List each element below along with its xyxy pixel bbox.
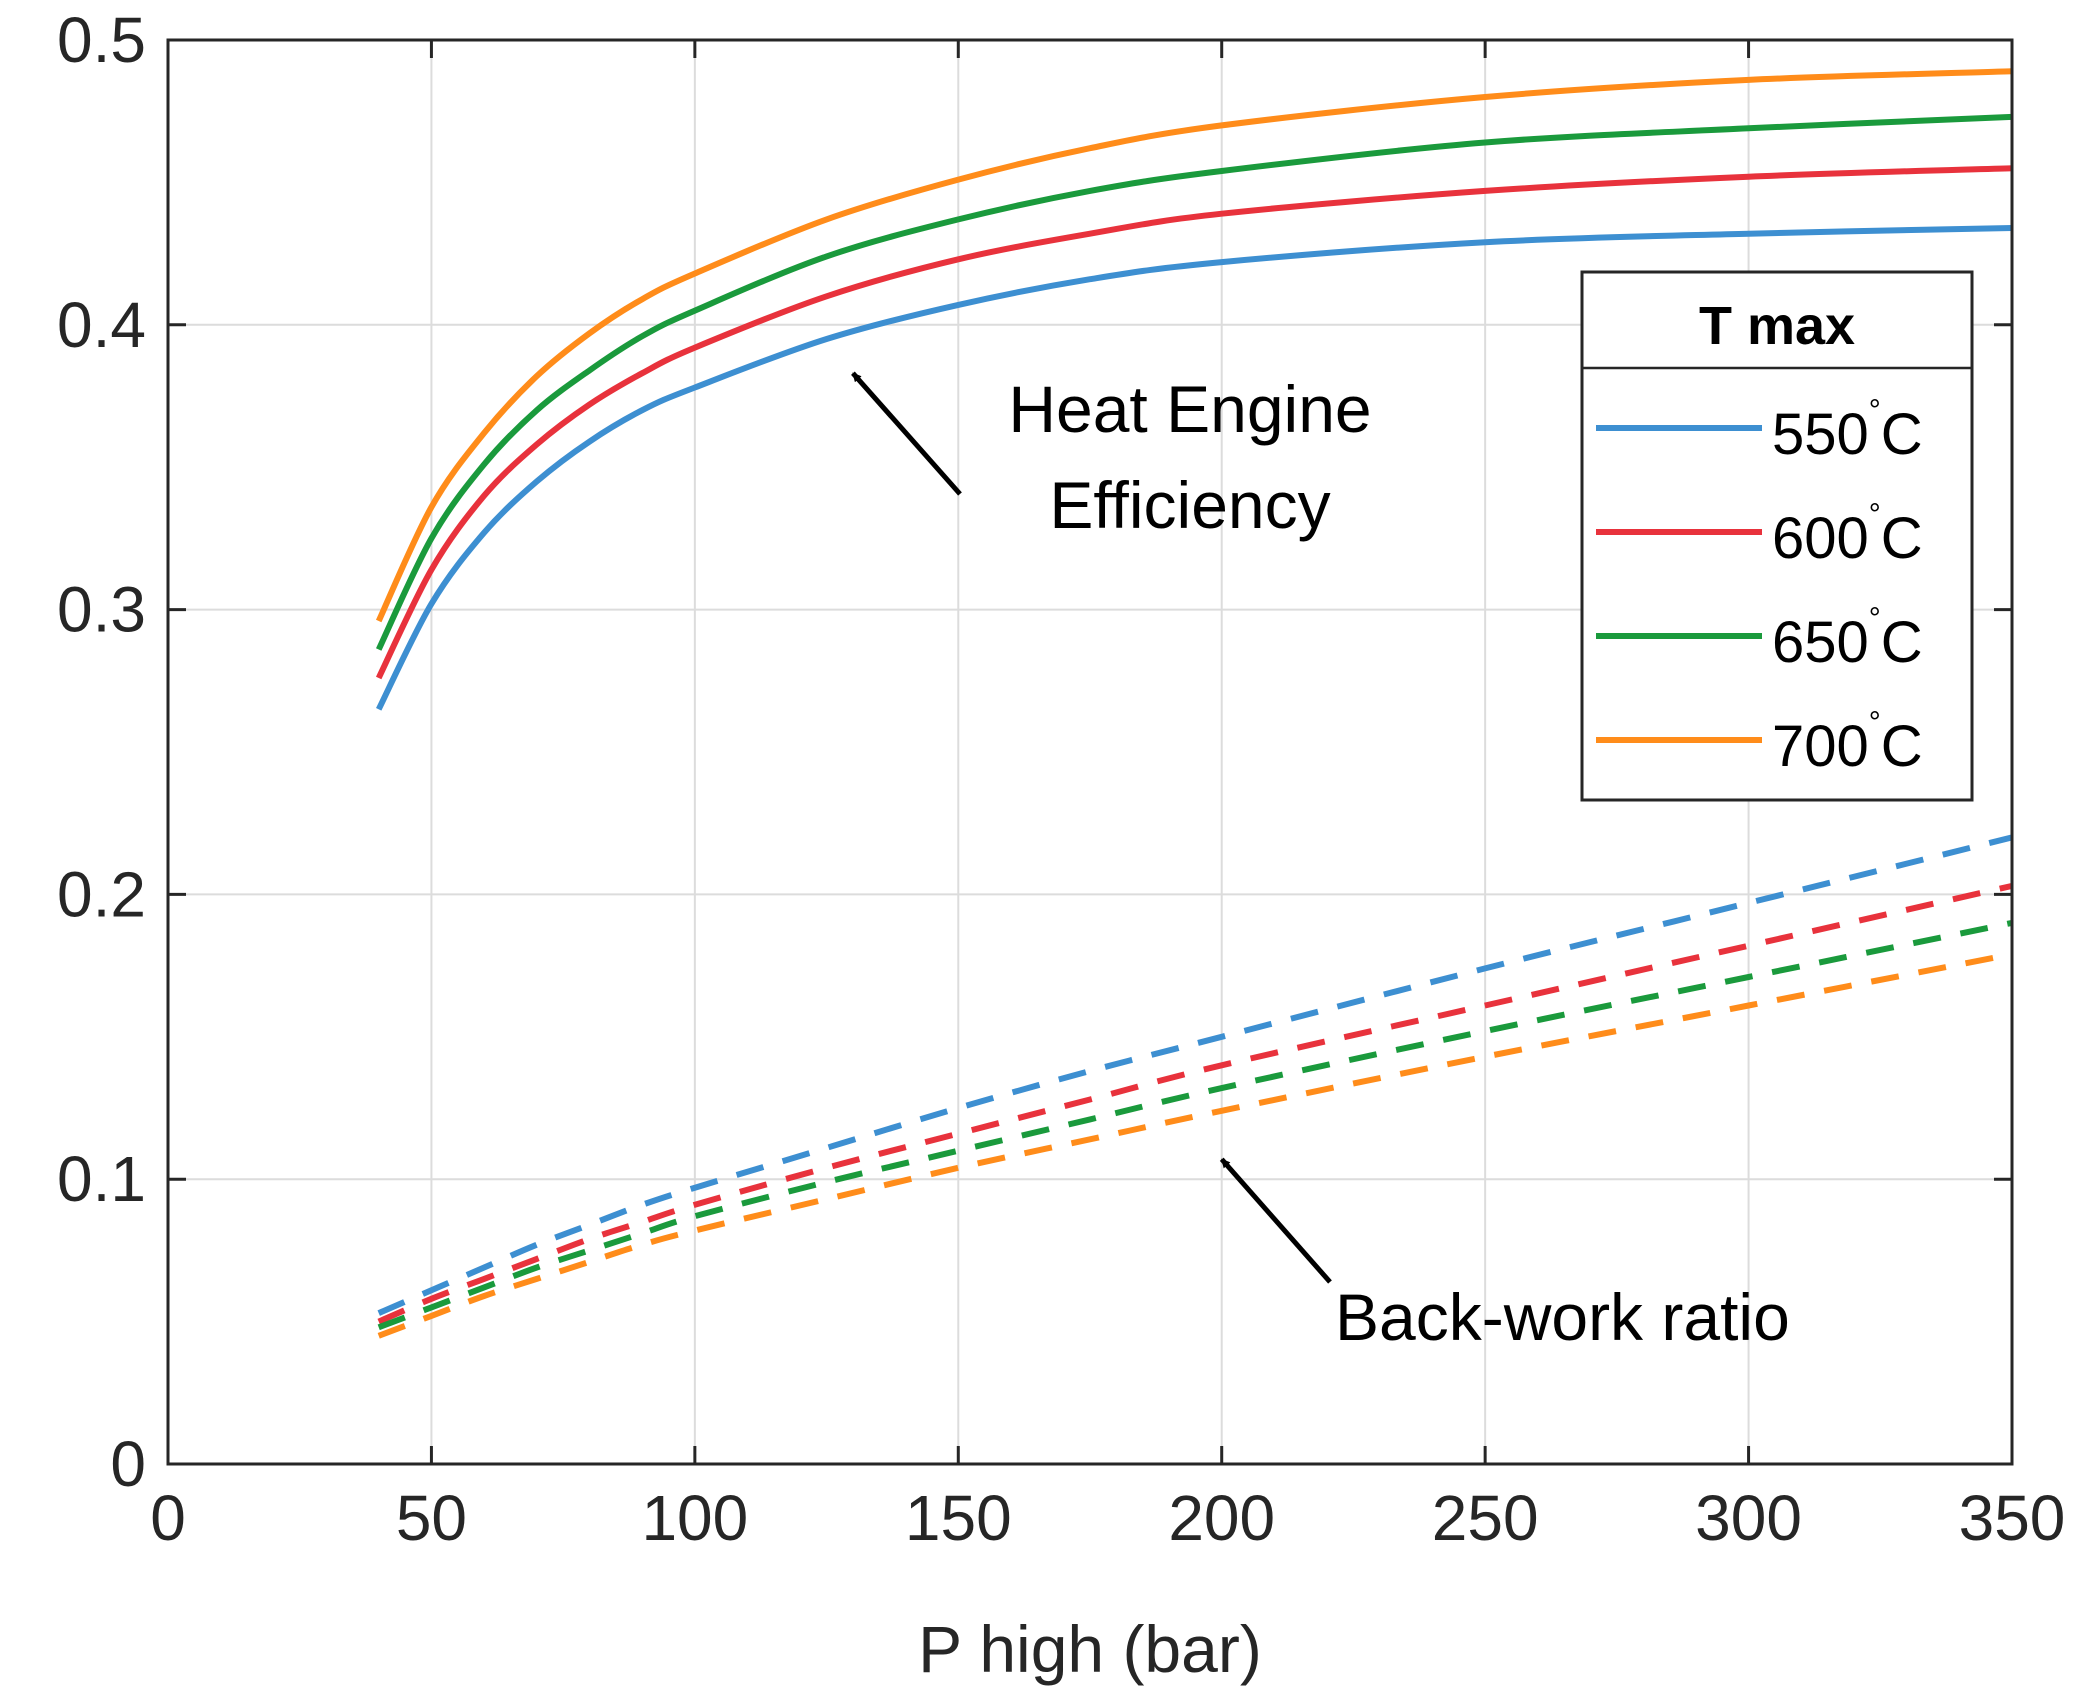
legend-value: 650 [1772, 610, 1869, 675]
y-tick-label: 0.1 [57, 1143, 146, 1215]
x-tick-label: 50 [396, 1482, 467, 1554]
legend-label-550: 550°C [1772, 394, 1923, 467]
y-tick-label: 0.4 [57, 289, 146, 361]
legend-degree: ° [1869, 498, 1881, 531]
back-work-ratio-line-700 [377, 951, 2012, 1339]
annotation-efficiency-line2: Efficiency [1049, 468, 1330, 542]
legend-degree: ° [1869, 602, 1881, 635]
legend-value: 600 [1772, 506, 1869, 571]
legend-title: T max [1699, 296, 1855, 356]
series-layer [375, 68, 2012, 1339]
back-work-ratio-line-650 [377, 919, 2012, 1331]
y-tick-label: 0.5 [57, 4, 146, 76]
x-tick-label: 250 [1432, 1482, 1539, 1554]
efficiency-line-600 [376, 165, 2012, 680]
legend-degree: ° [1869, 706, 1881, 739]
annotation-back-work-ratio-arrow [1219, 1157, 1332, 1284]
legend-unit: C [1881, 714, 1923, 779]
y-tick-label: 0 [110, 1428, 146, 1500]
back-work-ratio-line-600 [377, 882, 2012, 1325]
y-tick-label: 0.2 [57, 858, 146, 930]
legend-value: 700 [1772, 714, 1869, 779]
legend-value: 550 [1772, 402, 1869, 467]
x-tick-label: 350 [1959, 1482, 2066, 1554]
legend-unit: C [1881, 402, 1923, 467]
x-tick-label: 300 [1695, 1482, 1802, 1554]
y-tick-label: 0.3 [57, 574, 146, 646]
x-axis-label: P high (bar) [918, 1612, 1262, 1686]
x-tick-label: 150 [905, 1482, 1012, 1554]
plot-frame [166, 38, 2014, 1466]
legend-label-650: 650°C [1772, 602, 1923, 675]
annotations: Heat Engine Efficiency Back-work ratio [851, 371, 1790, 1354]
annotation-efficiency-line1: Heat Engine [1008, 372, 1371, 446]
annotation-efficiency-arrow [851, 371, 962, 496]
legend-label-600: 600°C [1772, 498, 1923, 571]
annotation-back-work-ratio: Back-work ratio [1335, 1280, 1790, 1354]
x-tick-label: 0 [150, 1482, 186, 1554]
x-tick-label: 100 [641, 1482, 748, 1554]
efficiency-line-700 [375, 68, 2012, 623]
axis-ticks: 0 50 100 150 200 250 300 350 0 0.1 0.2 0.3 0.4 0.5 [57, 4, 2065, 1554]
legend-label-700: 700°C [1772, 706, 1923, 779]
back-work-ratio-line-550 [377, 834, 2012, 1316]
efficiency-line-650 [375, 113, 2012, 651]
legend-unit: C [1881, 610, 1923, 675]
legend-box [1580, 270, 1974, 802]
legend-unit: C [1881, 506, 1923, 571]
efficiency-line-550 [376, 225, 2012, 711]
x-tick-label: 200 [1168, 1482, 1275, 1554]
legend-degree: ° [1869, 394, 1881, 427]
